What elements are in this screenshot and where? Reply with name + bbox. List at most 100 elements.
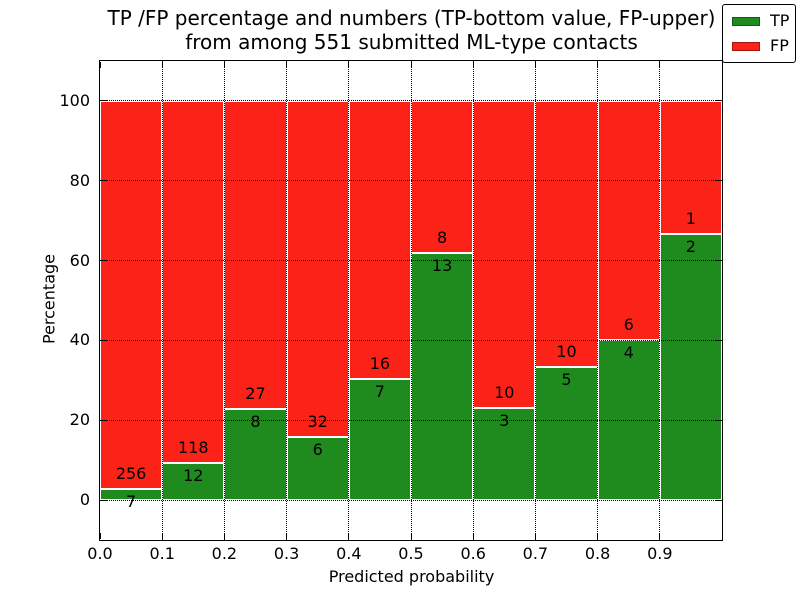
- bar-segment-tp: [473, 407, 536, 501]
- y-tick-mark: [101, 100, 107, 102]
- legend-swatch-tp-icon: [732, 16, 760, 26]
- x-axis-label: Predicted probability: [328, 567, 495, 586]
- x-tick-label: 0.6: [460, 544, 486, 563]
- y-tick-mark: [101, 180, 107, 182]
- fp-count-label: 1: [685, 208, 696, 228]
- v-gridline: [410, 61, 412, 540]
- x-tick-mark: [348, 62, 350, 68]
- bar-segment-fp: [286, 100, 349, 438]
- tp-count-label: 13: [431, 255, 453, 275]
- bar-segment-fp: [348, 100, 411, 379]
- x-tick-label: 0.4: [336, 544, 362, 563]
- fp-count-label: 27: [245, 383, 266, 403]
- bar-segment-fp: [162, 100, 225, 464]
- tp-count-label: 7: [374, 381, 385, 401]
- bar-segment-tp: [348, 378, 411, 501]
- x-tick-mark: [597, 533, 599, 539]
- fp-count-label: 16: [369, 353, 391, 373]
- x-tick-label: 0.3: [273, 544, 300, 563]
- x-tick-mark: [721, 62, 723, 68]
- x-tick-label: 0.2: [211, 544, 238, 563]
- x-tick-mark: [161, 533, 163, 539]
- x-tick-mark: [534, 533, 536, 539]
- y-tick-mark: [715, 260, 721, 262]
- legend-item-fp: FP: [732, 36, 789, 55]
- legend-swatch-fp-icon: [732, 41, 760, 51]
- y-tick-mark: [715, 100, 721, 102]
- x-tick-mark: [286, 62, 288, 68]
- x-tick-mark: [472, 62, 474, 68]
- y-tick-label: 60: [69, 250, 90, 270]
- fp-count-label: 10: [494, 382, 515, 402]
- x-tick-mark: [597, 62, 599, 68]
- x-tick-mark: [161, 62, 163, 68]
- bar-segment-fp: [535, 100, 598, 368]
- chart-title-line1: TP /FP percentage and numbers (TP-bottom…: [107, 6, 716, 30]
- chart-title-line2: from among 551 submitted ML-type contact…: [185, 30, 638, 54]
- bar-segment-fp: [100, 100, 163, 490]
- y-tick-label: 20: [69, 410, 90, 430]
- x-tick-mark: [223, 62, 225, 68]
- y-tick-label: 80: [69, 170, 90, 190]
- y-tick-mark: [101, 419, 107, 421]
- legend-label-tp: TP: [770, 11, 790, 30]
- tp-count-label: 3: [499, 410, 510, 430]
- x-tick-mark: [348, 533, 350, 539]
- y-tick-label: 0: [79, 490, 90, 510]
- tp-count-label: 5: [561, 370, 572, 390]
- v-gridline: [534, 61, 536, 540]
- bar-segment-tp: [659, 233, 722, 501]
- v-gridline: [348, 61, 350, 540]
- x-tick-label: 0.0: [87, 544, 113, 563]
- x-tick-mark: [99, 62, 101, 68]
- v-gridline: [286, 61, 288, 540]
- v-gridline: [597, 61, 599, 540]
- bar-segment-fp: [597, 100, 660, 341]
- fp-count-label: 256: [115, 464, 147, 484]
- x-tick-label: 0.7: [522, 544, 549, 563]
- legend-label-fp: FP: [770, 36, 789, 55]
- bar-segment-fp: [224, 100, 287, 409]
- x-tick-mark: [721, 533, 723, 539]
- plot-area: 256 7 118 12 27 8 32 6 16 7 8 13 10 3 10 5 6 4 1 2 0.0 0.1 0.2…: [59, 60, 723, 563]
- fp-count-label: 118: [178, 438, 209, 458]
- y-tick-label: 100: [59, 90, 90, 110]
- x-tick-mark: [410, 62, 412, 68]
- fp-count-label: 8: [437, 227, 448, 247]
- bar-segment-fp: [411, 100, 474, 253]
- legend: TP FP: [722, 4, 796, 63]
- tp-count-label: 2: [685, 236, 696, 256]
- y-tick-label: 40: [69, 330, 90, 350]
- tp-count-label: 12: [183, 466, 204, 486]
- v-gridline: [472, 61, 474, 540]
- fp-count-label: 6: [623, 315, 634, 335]
- y-tick-mark: [715, 419, 721, 421]
- chart-title: TP /FP percentage and numbers (TP-bottom…: [99, 6, 724, 54]
- v-gridline: [659, 61, 661, 540]
- fp-count-label: 32: [307, 412, 328, 432]
- x-tick-mark: [99, 533, 101, 539]
- tp-count-label: 8: [250, 411, 261, 431]
- y-tick-mark: [101, 499, 107, 501]
- x-tick-mark: [659, 62, 661, 68]
- y-tick-mark: [715, 180, 721, 182]
- tp-count-label: 7: [126, 492, 137, 512]
- y-tick-mark: [101, 260, 107, 262]
- fp-count-label: 10: [556, 342, 577, 362]
- bar-segment-tp: [535, 367, 598, 501]
- y-tick-mark: [715, 339, 721, 341]
- y-tick-mark: [101, 339, 107, 341]
- x-tick-mark: [410, 533, 412, 539]
- x-tick-mark: [534, 62, 536, 68]
- x-tick-mark: [659, 533, 661, 539]
- x-tick-mark: [472, 533, 474, 539]
- x-tick-label: 0.5: [398, 544, 424, 563]
- legend-item-tp: TP: [732, 11, 790, 30]
- tp-count-label: 6: [312, 440, 323, 460]
- x-tick-mark: [286, 533, 288, 539]
- y-tick-mark: [715, 499, 721, 501]
- x-tick-label: 0.9: [647, 544, 673, 563]
- x-tick-label: 0.1: [149, 544, 175, 563]
- tp-count-label: 4: [623, 343, 634, 363]
